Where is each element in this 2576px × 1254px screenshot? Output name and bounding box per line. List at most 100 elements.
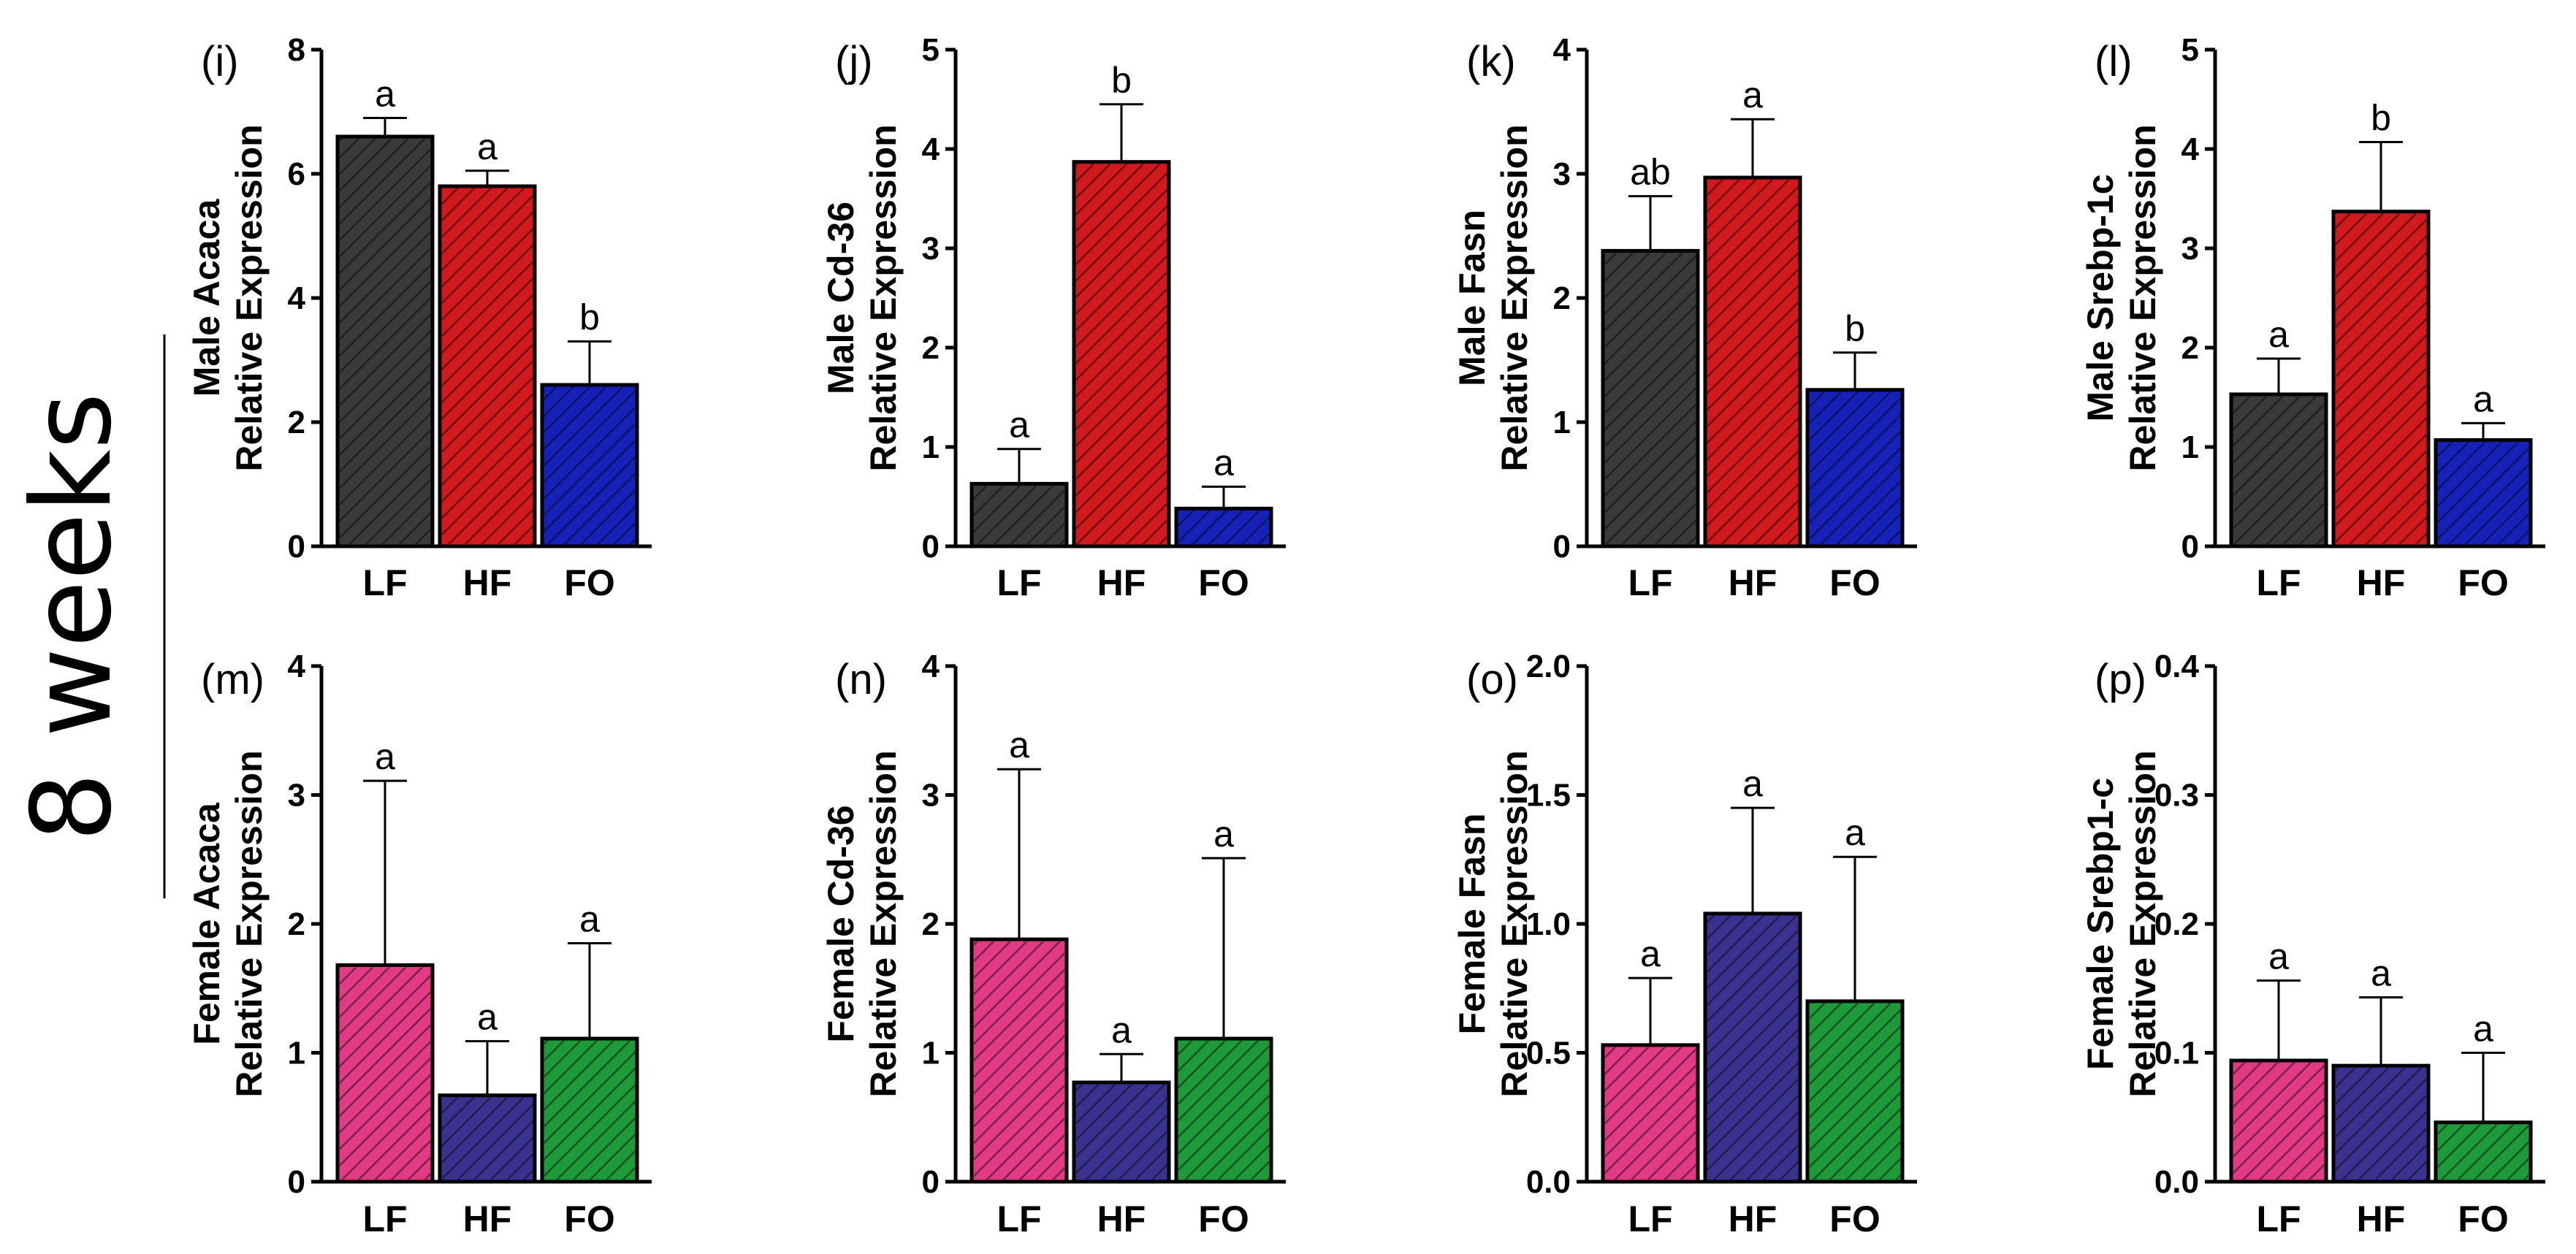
section-label: 8 weeks [9, 392, 136, 841]
chart-i-ytick-label: 2 [288, 405, 305, 440]
chart-p-bar-hatch-hf [2336, 1068, 2426, 1180]
chart-k-sig-letter-hf: a [1742, 74, 1763, 115]
chart-j-sig-letter-hf: b [1111, 60, 1132, 101]
chart-o-panel-label: (o) [1466, 656, 1518, 703]
chart-p-category-hf: HF [2357, 1198, 2406, 1239]
chart-n-ylabel-line1: Female Cd-36 [820, 805, 861, 1042]
chart-m-sig-letter-fo: a [579, 898, 600, 939]
chart-i-bar-hatch-lf [340, 139, 430, 544]
chart-l-sig-letter-fo: a [2473, 378, 2493, 419]
chart-p-sig-letter-hf: a [2371, 953, 2391, 994]
chart-j-ytick-label: 4 [922, 131, 940, 167]
chart-i-bar-hatch-hf [442, 188, 533, 544]
chart-m-ytick-label: 0 [288, 1164, 305, 1200]
chart-k-ylabel-line2: Relative Expression [1494, 124, 1535, 471]
chart-m-bar-hatch-hf [442, 1097, 533, 1180]
chart-i-sig-letter-hf: a [477, 126, 498, 167]
chart-i-category-lf: LF [362, 562, 407, 603]
chart-m-sig-letter-hf: a [477, 997, 498, 1038]
chart-m-sig-letter-lf: a [375, 736, 395, 777]
chart-n: (n) Female Cd-36 Relative Expression 0 1 2 3 4 a… [820, 649, 1286, 1239]
chart-p-ytick-label: 0.4 [2154, 649, 2200, 684]
chart-o-sig-letter-fo: a [1845, 812, 1865, 853]
chart-p-ylabel-line1: Female Srebp1-c [2080, 778, 2121, 1070]
chart-n-bar-hatch-lf [974, 941, 1064, 1180]
chart-o-category-hf: HF [1729, 1198, 1777, 1239]
chart-k-category-hf: HF [1729, 562, 1777, 603]
chart-o-ylabel-line2: Relative Expression [1494, 750, 1535, 1097]
chart-k-ytick-label: 4 [1553, 32, 1571, 68]
chart-n-sig-letter-hf: a [1111, 1009, 1132, 1050]
chart-n-bar-hatch-fo [1178, 1041, 1269, 1180]
chart-k-sig-letter-lf: ab [1630, 152, 1671, 193]
chart-n-category-hf: HF [1097, 1198, 1146, 1239]
chart-n-ytick-label: 3 [922, 778, 940, 814]
chart-l-bar-hatch-hf [2336, 213, 2426, 544]
chart-n-ytick-label: 2 [922, 906, 940, 942]
chart-m-bar-hatch-fo [544, 1041, 635, 1180]
chart-i-category-fo: FO [564, 562, 614, 603]
chart-l-ytick-label: 3 [2181, 231, 2199, 267]
chart-j: (j) Male Cd-36 Relative Expression 0 1 2 3 4 5 a L… [820, 32, 1286, 603]
chart-o-bar-hatch-fo [1810, 1003, 1900, 1180]
chart-i-ytick-label: 6 [288, 156, 305, 192]
chart-p-ylabel-line2: Relative Expression [2122, 750, 2163, 1097]
chart-k-bar-hatch-hf [1707, 180, 1798, 544]
chart-l-ylabel-line2: Relative Expression [2122, 124, 2163, 471]
chart-i-ylabel-line2: Relative Expression [229, 124, 270, 471]
chart-j-ytick-label: 2 [922, 330, 940, 366]
chart-j-category-lf: LF [997, 562, 1041, 603]
chart-n-bar-hatch-hf [1076, 1085, 1167, 1180]
chart-p-category-lf: LF [2256, 1198, 2301, 1239]
chart-i-ytick-label: 0 [288, 529, 305, 565]
chart-k-category-fo: FO [1829, 562, 1880, 603]
chart-j-bar-hatch-fo [1178, 511, 1269, 544]
chart-l-sig-letter-lf: a [2268, 314, 2289, 355]
chart-i-bar-hatch-fo [544, 387, 635, 544]
chart-m-category-lf: LF [362, 1198, 407, 1239]
chart-i: (i) Male Acaca Relative Expression 0 2 4 6 8 a LF… [186, 32, 652, 603]
chart-p-ytick-label: 0.2 [2154, 906, 2199, 942]
chart-n-ytick-label: 4 [922, 649, 940, 684]
chart-m: (m) Female Acaca Relative Expression 0 1 2 3 4 a… [186, 649, 652, 1239]
chart-p-ytick-label: 0.0 [2154, 1164, 2199, 1200]
chart-k-ylabel-line1: Male Fasn [1452, 210, 1493, 386]
chart-n-category-lf: LF [997, 1198, 1041, 1239]
chart-o-ytick-label: 1.0 [1526, 906, 1571, 942]
chart-j-category-fo: FO [1198, 562, 1249, 603]
chart-n-ytick-label: 1 [922, 1036, 940, 1071]
chart-p-ytick-label: 0.3 [2154, 778, 2199, 814]
chart-p-sig-letter-fo: a [2473, 1009, 2493, 1050]
chart-n-panel-label: (n) [835, 656, 887, 703]
chart-o-category-lf: LF [1628, 1198, 1672, 1239]
chart-m-category-fo: FO [564, 1198, 614, 1239]
section-label-group: 8 weeks [9, 334, 166, 898]
chart-m-panel-label: (m) [201, 656, 264, 703]
chart-o-ytick-label: 2.0 [1526, 649, 1571, 684]
chart-p-bar-hatch-lf [2233, 1063, 2324, 1180]
chart-l-ytick-label: 2 [2181, 330, 2199, 366]
chart-o-ylabel-line1: Female Fasn [1452, 814, 1493, 1035]
chart-l-bar-hatch-lf [2233, 396, 2324, 544]
chart-k-bar-hatch-lf [1605, 253, 1696, 544]
chart-i-panel-label: (i) [201, 38, 239, 85]
chart-i-category-hf: HF [463, 562, 512, 603]
chart-l-sig-letter-hf: b [2371, 97, 2391, 138]
chart-l-category-lf: LF [2256, 562, 2301, 603]
chart-l-ytick-label: 5 [2181, 32, 2199, 68]
chart-m-ylabel-line2: Relative Expression [229, 750, 270, 1097]
chart-m-ytick-label: 1 [288, 1036, 305, 1071]
chart-m-ytick-label: 2 [288, 906, 305, 942]
chart-m-ytick-label: 4 [288, 649, 306, 684]
chart-j-sig-letter-lf: a [1009, 405, 1029, 446]
chart-j-ylabel-line1: Male Cd-36 [820, 202, 861, 394]
chart-i-sig-letter-fo: b [579, 297, 600, 338]
chart-l-category-fo: FO [2458, 562, 2508, 603]
chart-l-ytick-label: 0 [2181, 529, 2199, 565]
chart-j-sig-letter-fo: a [1213, 442, 1234, 483]
chart-l-ytick-label: 1 [2181, 429, 2199, 465]
chart-o-sig-letter-lf: a [1640, 933, 1661, 974]
chart-l-category-hf: HF [2357, 562, 2406, 603]
chart-n-sig-letter-fo: a [1213, 814, 1234, 855]
chart-k-sig-letter-fo: b [1845, 308, 1865, 349]
